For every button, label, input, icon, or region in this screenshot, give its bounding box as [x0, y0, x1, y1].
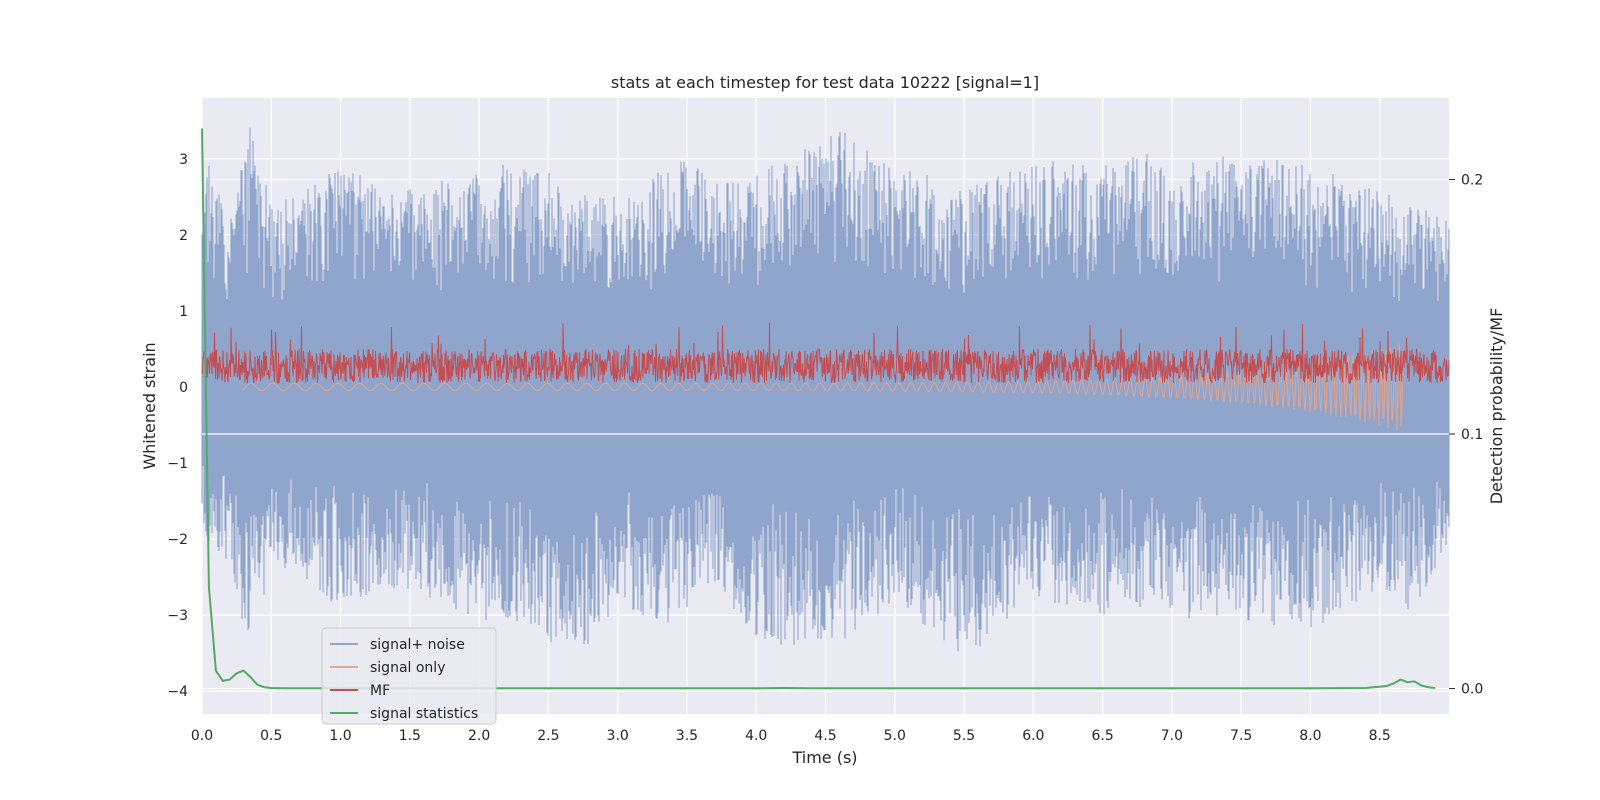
right-y-tick-label: 0.0: [1461, 682, 1483, 698]
chart-title: stats at each timestep for test data 102…: [611, 73, 1039, 92]
left-y-tick-label: −1: [167, 456, 188, 472]
x-tick-label: 5.0: [884, 728, 906, 744]
left-y-tick-label: 0: [179, 380, 188, 396]
legend-box: [321, 627, 497, 725]
left-y-tick-label: −4: [167, 684, 188, 700]
x-tick-label: 7.5: [1230, 728, 1252, 744]
x-tick-label: 0.5: [260, 728, 282, 744]
legend-label: signal+ noise: [370, 637, 465, 653]
signal-only-series: [241, 343, 1404, 431]
signal-statistics-series: [201, 128, 1436, 690]
mf-line: [201, 322, 1450, 385]
signal-only-line: [241, 343, 1404, 431]
legend: signal+ noise signal only MF signal statist…: [321, 627, 497, 725]
x-tick-label: 6.0: [1022, 728, 1044, 744]
left-y-tick-label: 3: [179, 152, 188, 168]
left-y-tick-label: −3: [167, 608, 188, 624]
legend-label: MF: [370, 683, 390, 699]
x-tick-label: 7.0: [1161, 728, 1183, 744]
x-tick-label: 4.0: [745, 728, 767, 744]
signal-statistics-line: [201, 128, 1436, 690]
x-tick-label: 3.5: [676, 728, 698, 744]
left-y-tick-label: 1: [179, 304, 188, 320]
right-y-tick-label: 0.1: [1461, 427, 1483, 443]
x-tick-label: 8.5: [1369, 728, 1391, 744]
x-axis-label: Time (s): [791, 748, 857, 767]
legend-label: signal statistics: [370, 706, 478, 722]
x-axis-ticks: 0.0 0.5 1.0 1.5 2.0 2.5 3.0 3.5 4.0 4.5 5.0 5.5 6.0 6…: [191, 728, 1391, 744]
left-y-axis-label: Whitened strain: [140, 342, 159, 469]
left-y-tick-label: −2: [167, 532, 188, 548]
right-y-axis-ticks: 0.2 0.1 0.0: [1449, 172, 1483, 698]
x-tick-label: 2.5: [537, 728, 559, 744]
x-tick-label: 4.5: [814, 728, 836, 744]
mf-series: [201, 322, 1450, 385]
left-y-tick-label: 2: [179, 228, 188, 244]
x-tick-label: 1.5: [399, 728, 421, 744]
legend-label: signal only: [370, 660, 445, 676]
x-tick-label: 6.5: [1091, 728, 1113, 744]
x-tick-label: 2.0: [468, 728, 490, 744]
x-tick-label: 3.0: [607, 728, 629, 744]
right-y-tick-label: 0.2: [1461, 172, 1483, 188]
right-y-axis-label: Detection probability/MF: [1487, 308, 1506, 505]
x-tick-label: 5.5: [953, 728, 975, 744]
left-y-axis-ticks: 3 2 1 0 −1 −2 −3 −4: [167, 152, 188, 700]
x-tick-label: 8.0: [1299, 728, 1321, 744]
x-tick-label: 0.0: [191, 728, 213, 744]
legend-items: signal+ noise signal only MF signal statist…: [330, 637, 478, 722]
x-tick-label: 1.0: [329, 728, 351, 744]
